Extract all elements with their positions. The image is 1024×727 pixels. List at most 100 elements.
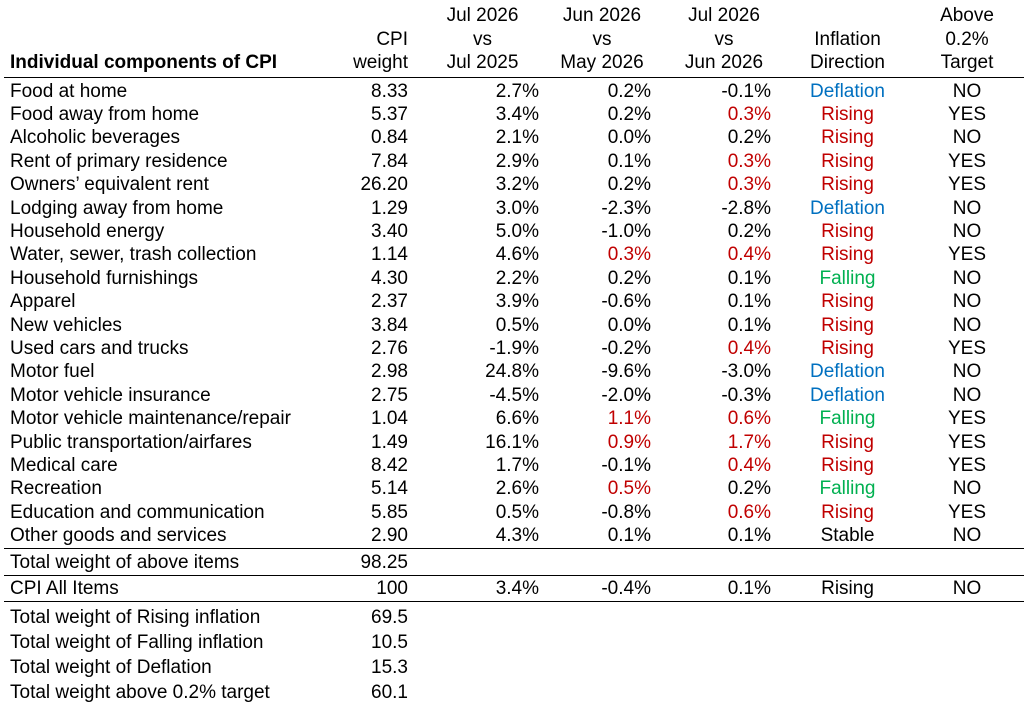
cpi-weight: 2.98 xyxy=(371,361,408,383)
yoy-change: 0.5% xyxy=(495,314,539,336)
above-target: NO xyxy=(952,220,982,242)
yoy-change: 3.0% xyxy=(495,197,539,219)
mom-change: -2.8% xyxy=(721,197,771,219)
inflation-direction: Deflation xyxy=(810,361,885,383)
table-row: Food away from home 5.37 3.4% 0.2% 0.3% Risin… xyxy=(4,103,1024,126)
above-target: NO xyxy=(952,127,982,149)
yoy-change: -4.5% xyxy=(489,384,539,406)
table-row: Motor fuel 2.98 24.8% -9.6% -3.0% Deflation NO xyxy=(4,360,1024,383)
prev-mom-change: -2.0% xyxy=(601,384,651,406)
yoy-change: 6.6% xyxy=(495,408,539,430)
yoy-change: 2.6% xyxy=(495,478,539,500)
summary-value: 15.3 xyxy=(371,656,408,678)
cpi-all-items-row: CPI All Items 100 3.4% -0.4% 0.1% Rising… xyxy=(4,574,1024,602)
mom-change: 0.4% xyxy=(727,455,771,476)
inflation-direction: Rising xyxy=(821,455,874,476)
mom-change: 0.2% xyxy=(727,220,771,242)
cpi-weight: 26.20 xyxy=(360,174,408,196)
table-row: Lodging away from home 1.29 3.0% -2.3% -2.8%… xyxy=(4,197,1024,220)
summary-label: Total weight of Deflation xyxy=(10,656,212,678)
yoy-change: 2.9% xyxy=(495,150,539,172)
cpi-weight: 2.90 xyxy=(371,525,408,547)
prev-mom-change: 1.1% xyxy=(607,408,651,430)
above-target: YES xyxy=(947,455,987,476)
cpi-all-prev-mom: -0.4% xyxy=(541,574,663,602)
yoy-change: 5.0% xyxy=(495,220,539,242)
summary-label: Total weight of Falling inflation xyxy=(10,631,264,653)
total-weight-value: 98.25 xyxy=(339,547,424,576)
summary-row: Total weight of Deflation 15.3 xyxy=(4,655,1024,680)
header-yoy: Jul 2026 vs Jul 2025 xyxy=(446,5,519,73)
prev-mom-change: 0.2% xyxy=(607,80,651,102)
inflation-direction: Falling xyxy=(819,408,876,430)
summary-row: Total weight of Falling inflation 10.5 xyxy=(4,630,1024,655)
header-cpi-weight: CPI weight xyxy=(353,28,408,74)
cpi-weight: 8.42 xyxy=(371,455,408,476)
inflation-direction: Rising xyxy=(821,220,874,242)
cpi-weight: 0.84 xyxy=(371,127,408,149)
cpi-all-weight: 100 xyxy=(339,574,424,602)
cpi-weight: 1.49 xyxy=(371,431,408,453)
above-target: YES xyxy=(947,431,987,453)
mom-change: 0.3% xyxy=(727,103,771,125)
above-target: NO xyxy=(952,197,982,219)
inflation-direction: Deflation xyxy=(810,384,885,406)
header-mom: Jul 2026 vs Jun 2026 xyxy=(684,5,764,73)
table-row: Rent of primary residence 7.84 2.9% 0.1% 0.3… xyxy=(4,150,1024,173)
component-name: Other goods and services xyxy=(10,525,227,547)
cpi-weight: 7.84 xyxy=(371,150,408,172)
above-target: NO xyxy=(952,525,982,547)
prev-mom-change: 0.3% xyxy=(607,244,651,266)
table-title: Individual components of CPI xyxy=(10,52,278,73)
summary-value: 10.5 xyxy=(371,631,408,653)
component-name: Food away from home xyxy=(10,103,200,125)
header-direction: Inflation Direction xyxy=(810,28,885,74)
component-name: Household furnishings xyxy=(10,267,199,289)
inflation-direction: Rising xyxy=(821,431,874,453)
component-rows: Food at home 8.33 2.7% 0.2% -0.1% Deflation NO… xyxy=(4,77,1024,548)
table-row: Used cars and trucks 2.76 -1.9% -0.2% 0.4% Ri… xyxy=(4,337,1024,360)
total-weight-row: Total weight of above items 98.25 xyxy=(4,547,1024,576)
component-name: Recreation xyxy=(10,478,102,500)
cpi-all-mom: 0.1% xyxy=(663,574,785,602)
yoy-change: 24.8% xyxy=(485,361,539,383)
yoy-change: 4.3% xyxy=(495,525,539,547)
table-row: Medical care 8.42 1.7% -0.1% 0.4% Rising YES xyxy=(4,454,1024,477)
inflation-direction: Rising xyxy=(821,244,874,266)
prev-mom-change: 0.2% xyxy=(607,103,651,125)
table-row: Household energy 3.40 5.0% -1.0% 0.2% Rising N… xyxy=(4,220,1024,243)
summary-rows: Total weight of Rising inflation 69.5 Tota… xyxy=(4,600,1024,705)
component-name: Motor vehicle maintenance/repair xyxy=(10,408,291,430)
mom-change: 0.1% xyxy=(727,314,771,336)
mom-change: 1.7% xyxy=(727,431,771,453)
prev-mom-change: -0.2% xyxy=(601,337,651,359)
cpi-weight: 5.14 xyxy=(371,478,408,500)
mom-change: -3.0% xyxy=(721,361,771,383)
table-row: Household furnishings 4.30 2.2% 0.2% 0.1% Fal… xyxy=(4,267,1024,290)
component-name: Medical care xyxy=(10,455,118,476)
above-target: YES xyxy=(947,408,987,430)
above-target: YES xyxy=(947,103,987,125)
yoy-change: 16.1% xyxy=(485,431,539,453)
mom-change: 0.1% xyxy=(727,267,771,289)
component-name: Apparel xyxy=(10,291,76,313)
mom-change: 0.6% xyxy=(727,501,771,523)
component-name: Food at home xyxy=(10,80,128,102)
component-name: Water, sewer, trash collection xyxy=(10,244,257,266)
summary-row: Total weight above 0.2% target 60.1 xyxy=(4,680,1024,705)
above-target: YES xyxy=(947,337,987,359)
mom-change: 0.1% xyxy=(727,525,771,547)
above-target: YES xyxy=(947,244,987,266)
cpi-weight: 1.14 xyxy=(371,244,408,266)
table-row: Education and communication 5.85 0.5% -0.8%… xyxy=(4,501,1024,524)
inflation-direction: Rising xyxy=(821,501,874,523)
table-row: Other goods and services 2.90 4.3% 0.1% 0.1%… xyxy=(4,524,1024,548)
table-row: Owners’ equivalent rent 26.20 3.2% 0.2% 0.3%… xyxy=(4,173,1024,196)
component-name: Motor fuel xyxy=(10,361,95,383)
prev-mom-change: 0.0% xyxy=(607,314,651,336)
component-name: Owners’ equivalent rent xyxy=(10,174,209,196)
inflation-direction: Rising xyxy=(821,127,874,149)
inflation-direction: Rising xyxy=(821,103,874,125)
cpi-all-direction: Rising xyxy=(785,574,910,602)
table-row: New vehicles 3.84 0.5% 0.0% 0.1% Rising NO xyxy=(4,314,1024,337)
